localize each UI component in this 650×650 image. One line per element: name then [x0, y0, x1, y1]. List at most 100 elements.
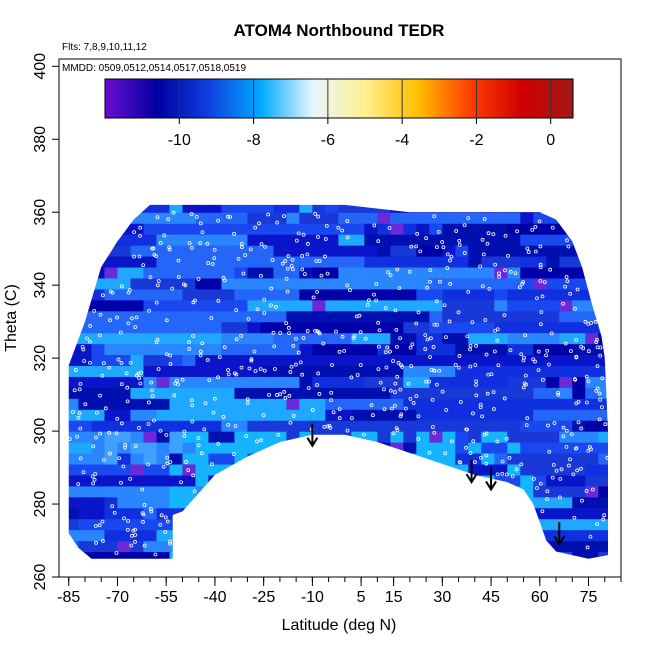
heat-cell	[468, 387, 482, 399]
heat-cell	[546, 409, 560, 421]
heat-cell	[546, 540, 560, 553]
heat-cell	[559, 288, 573, 301]
heat-cell	[403, 398, 417, 410]
heat-cell	[572, 288, 586, 301]
observation-point	[102, 458, 106, 462]
observation-point	[572, 515, 577, 520]
observation-point	[300, 254, 305, 258]
observation-point	[500, 459, 505, 464]
heat-cell	[68, 266, 80, 279]
observation-point	[247, 366, 252, 371]
observation-point	[457, 242, 462, 247]
observation-point	[428, 279, 432, 284]
heat-cell	[403, 310, 417, 323]
heat-cell	[312, 496, 326, 509]
heat-cell	[143, 277, 158, 290]
heat-cell	[78, 245, 93, 257]
observation-point	[249, 358, 254, 363]
heat-cell	[338, 485, 352, 498]
heat-cell	[312, 321, 326, 334]
observation-point	[598, 353, 603, 358]
observation-point	[216, 218, 221, 223]
observation-point	[280, 261, 285, 266]
heat-cell	[195, 277, 210, 290]
heat-cell	[143, 431, 158, 443]
heat-cell	[208, 321, 223, 334]
heat-cell	[403, 518, 417, 531]
heat-cell	[273, 190, 287, 202]
heat-cell	[169, 387, 184, 399]
heat-cell	[130, 409, 145, 421]
heat-cell	[130, 343, 145, 356]
heat-cell	[234, 485, 249, 498]
heat-cell	[455, 452, 469, 465]
heat-cell	[338, 540, 352, 553]
observation-point	[468, 347, 472, 352]
heat-cell	[533, 387, 547, 399]
heat-cell	[273, 529, 287, 542]
heat-cell	[546, 507, 560, 520]
heat-cell	[455, 343, 469, 356]
heat-cell	[260, 398, 275, 410]
heat-cell	[247, 354, 262, 367]
heat-cell	[299, 266, 313, 279]
observation-point	[399, 412, 404, 417]
heat-cell	[416, 223, 430, 235]
heat-cell	[78, 299, 93, 312]
heat-cell	[299, 321, 313, 334]
heat-cell	[143, 234, 158, 246]
heat-cell	[273, 365, 287, 377]
heat-cell	[351, 234, 365, 246]
observation-point	[317, 392, 322, 396]
heat-cell	[559, 431, 573, 443]
observation-point	[91, 481, 95, 486]
heat-cell	[104, 409, 119, 421]
heat-cell	[182, 343, 197, 356]
heat-cell	[234, 310, 249, 323]
heat-cell	[117, 332, 132, 345]
observation-point	[273, 367, 277, 371]
observation-point	[216, 298, 221, 303]
x-tick-label: -40	[203, 589, 226, 606]
heat-cell	[468, 223, 482, 235]
heat-cell	[247, 190, 261, 202]
heat-cell	[442, 409, 456, 421]
heat-cell	[104, 398, 119, 410]
heat-cell	[572, 245, 586, 257]
heat-cell	[520, 398, 534, 410]
observation-point	[395, 344, 399, 349]
heat-cell	[416, 442, 430, 454]
observation-point	[589, 321, 594, 325]
observation-point	[342, 348, 347, 353]
heat-cell	[481, 310, 495, 323]
heat-cell	[416, 343, 430, 356]
heat-cell	[117, 288, 132, 301]
observation-point	[165, 461, 170, 466]
heat-cell	[312, 223, 326, 235]
observation-point	[525, 246, 530, 251]
heat-cell	[442, 223, 456, 235]
observation-point	[574, 355, 579, 360]
plot-frame	[58, 58, 622, 578]
heat-cell	[351, 266, 365, 279]
observation-point	[372, 292, 376, 297]
heat-cell	[208, 266, 223, 279]
heat-cell	[468, 496, 482, 509]
observation-point	[138, 381, 143, 386]
observation-point	[349, 375, 354, 380]
heat-cell	[390, 442, 404, 454]
heat-cell	[273, 431, 287, 443]
heat-cell	[286, 245, 300, 257]
observation-point	[291, 414, 296, 418]
heat-cell	[260, 310, 275, 323]
observation-point	[241, 271, 246, 276]
heat-cell	[338, 431, 352, 443]
heat-cell	[520, 190, 534, 202]
observation-point	[448, 282, 453, 286]
heat-cell	[455, 387, 469, 399]
observation-point	[196, 443, 201, 448]
observation-point	[432, 430, 437, 435]
heat-cell	[68, 442, 80, 454]
heat-cell	[520, 310, 534, 323]
observation-point	[466, 289, 471, 294]
